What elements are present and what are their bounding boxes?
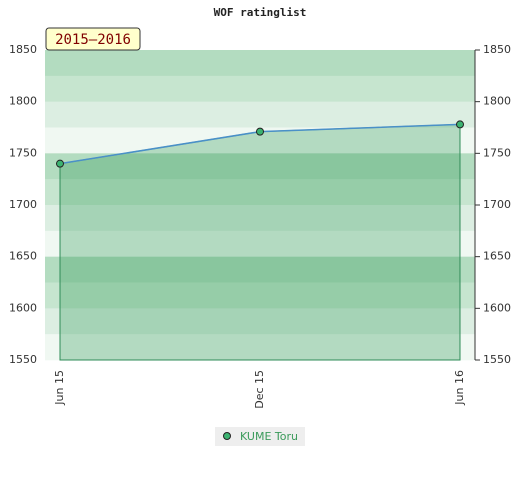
band <box>45 308 475 335</box>
band <box>45 179 475 206</box>
area <box>59 123 461 361</box>
x-tick-label: Jun 15 <box>53 370 66 406</box>
band <box>45 282 475 309</box>
band <box>45 153 475 180</box>
band <box>45 75 475 102</box>
band <box>45 230 475 257</box>
chart-title: WOF ratinglist <box>214 6 307 19</box>
band <box>45 256 475 283</box>
annotation-box <box>45 27 141 51</box>
legend-marker <box>223 432 231 440</box>
band <box>45 334 475 361</box>
y2-tick-label: 1600 <box>483 301 511 314</box>
legend-label: KUME Toru <box>240 430 298 443</box>
y-tick-label: 1600 <box>9 301 37 314</box>
x-tick-label: Dec 15 <box>253 370 266 409</box>
y2-tick-label: 1550 <box>483 353 511 366</box>
point <box>56 159 64 168</box>
y2-tick-label: 1800 <box>483 95 511 108</box>
band <box>45 50 475 77</box>
band <box>45 101 475 128</box>
band <box>45 205 475 232</box>
y-tick-label: 1800 <box>9 95 37 108</box>
point <box>256 127 264 136</box>
y-tick-label: 1650 <box>9 250 37 263</box>
annotation: 2015–2016 <box>55 32 131 48</box>
point <box>456 120 464 129</box>
y-tick-label: 1700 <box>9 198 37 211</box>
y2-tick-label: 1700 <box>483 198 511 211</box>
y-tick-label: 1850 <box>9 43 37 56</box>
legend <box>215 427 305 446</box>
y2-tick-label: 1750 <box>483 146 511 159</box>
x-tick-label: Jun 16 <box>453 370 466 406</box>
y2-tick-label: 1650 <box>483 250 511 263</box>
plot-area <box>45 50 475 361</box>
y2-tick-label: 1850 <box>483 43 511 56</box>
y-tick-label: 1550 <box>9 353 37 366</box>
y-tick-label: 1750 <box>9 146 37 159</box>
